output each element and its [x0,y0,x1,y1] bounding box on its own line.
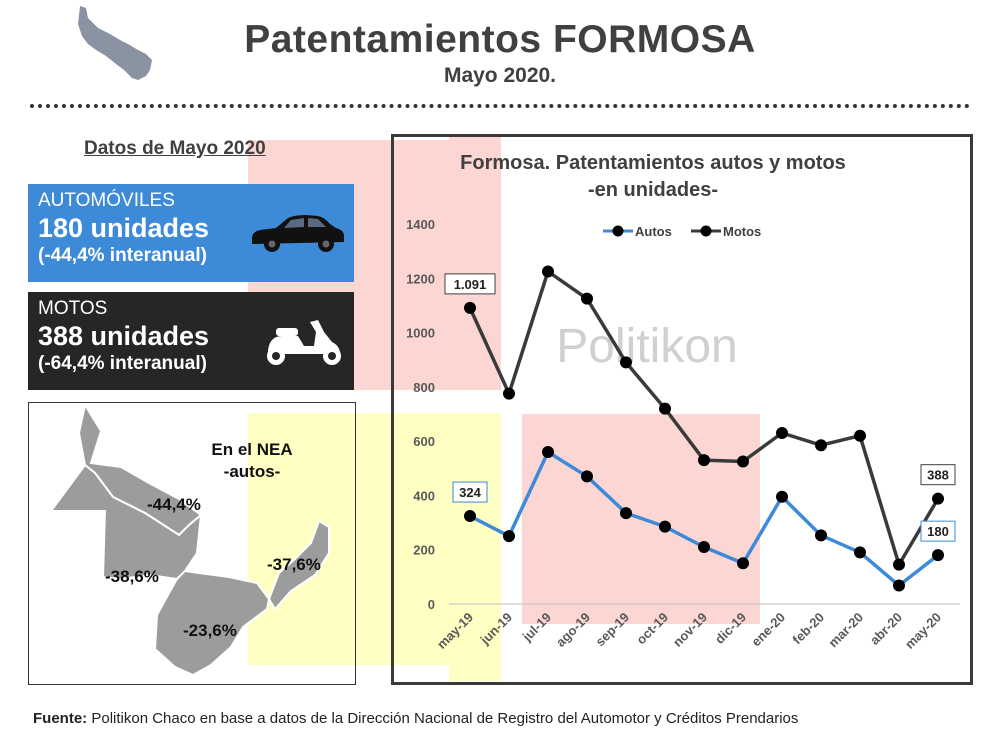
data-point-motos [815,439,827,452]
data-label-box [444,273,496,295]
data-point-autos [620,507,632,520]
data-point-motos [464,301,476,314]
x-tick-label: feb-20 [789,610,827,648]
patentamientos-line-chart: Politikon Formosa. Patentamientos autos … [406,137,960,681]
data-point-autos [893,579,905,592]
chart-data-labels: 1.091 324 388 180 [444,273,956,542]
scooter-icon [267,320,341,365]
autos-value: 180 unidades [38,213,210,243]
x-tick-label: may-20 [902,610,944,652]
page-title: Patentamientos FORMOSA [244,18,756,61]
data-point-autos [854,546,866,559]
y-tick-label: 0 [428,597,435,612]
autos-summary-box: AUTOMÓVILES 180 unidades (-44,4% interan… [28,184,354,282]
data-point-autos [932,549,944,562]
data-label-box [452,481,488,503]
legend-label: Motos [723,224,761,239]
data-point-autos [698,541,710,553]
data-point-motos [932,492,944,505]
nea-value-corrientes: -23,6% [183,621,237,640]
data-point-motos [659,402,671,415]
motos-change: (-64,4% interanual) [38,353,207,374]
nea-title: En el NEA -autos- [211,440,293,481]
nea-value-chaco: -38,6% [105,567,159,586]
car-icon [252,215,344,252]
chart-highlight-pink-top [449,137,501,390]
data-point-motos [503,387,515,400]
motos-value: 388 unidades [38,321,210,351]
y-tick-label: 600 [413,434,435,449]
data-point-motos [620,356,632,369]
data-point-autos [659,520,671,533]
data-point-autos [503,530,515,543]
y-tick-label: 1200 [406,271,435,286]
legend-swatch-marker [700,225,712,237]
data-point-motos [737,455,749,468]
x-tick-label: mar-20 [825,610,866,651]
chart-subtitle: -en unidades- [588,179,718,201]
data-point-autos [776,490,788,503]
formosa-map-icon [78,6,152,80]
chart-watermark: Politikon [556,320,737,373]
source-label: Fuente: [33,710,88,727]
corrientes-region [153,569,271,677]
chart-legend: Autos Motos [603,224,761,239]
chart-frame [391,134,973,685]
data-point-motos [698,454,710,467]
nea-map-panel: En el NEA -autos- -44,4% -38,6% -37,6% -… [28,402,356,685]
data-point-motos [542,265,554,278]
data-label-box [920,520,956,542]
data-point-autos [464,510,476,523]
data-point-autos [542,446,554,458]
nea-map [49,403,330,677]
legend-label: Autos [635,224,672,239]
divider [30,104,970,108]
data-point-motos [854,429,866,442]
data-point-motos [776,427,788,439]
chart-series [464,265,944,592]
data-point-motos [581,292,593,305]
data-label: 324 [459,485,481,500]
data-point-autos [737,557,749,570]
data-label-box [920,464,956,486]
y-tick-label: 800 [413,380,435,395]
data-label: 1.091 [454,277,487,292]
y-tick-label: 1400 [406,217,435,232]
data-point-autos [815,529,827,542]
legend-swatch-marker [612,225,624,237]
y-tick-label: 1000 [406,326,435,341]
x-tick-label: abr-20 [867,610,905,648]
misiones-region [267,519,330,611]
y-tick-label: 200 [413,543,435,558]
chart-title: Formosa. Patentamientos autos y motos [460,152,846,174]
data-label: 180 [927,524,949,539]
nea-value-formosa: -44,4% [147,495,201,514]
nea-value-misiones: -37,6% [267,555,321,574]
chart-y-axis: 0 200 400 600 800 1000 1200 1400 [406,217,435,612]
data-label: 388 [927,468,949,483]
chaco-region [49,463,203,581]
autos-change: (-44,4% interanual) [38,245,207,266]
data-point-motos [893,558,905,571]
autos-label: AUTOMÓVILES [38,190,175,211]
source-text: Politikon Chaco en base a datos de la Di… [91,710,799,727]
summary-heading: Datos de Mayo 2020 [84,138,266,159]
chart-highlight-yellow [449,413,501,681]
motos-label: MOTOS [38,298,108,319]
motos-summary-box: MOTOS 388 unidades (-64,4% interanual) [28,292,354,390]
source-note: Fuente: Politikon Chaco en base a datos … [33,710,798,727]
y-tick-label: 400 [413,488,435,503]
page-subtitle: Mayo 2020. [443,64,557,87]
data-point-autos [581,470,593,483]
